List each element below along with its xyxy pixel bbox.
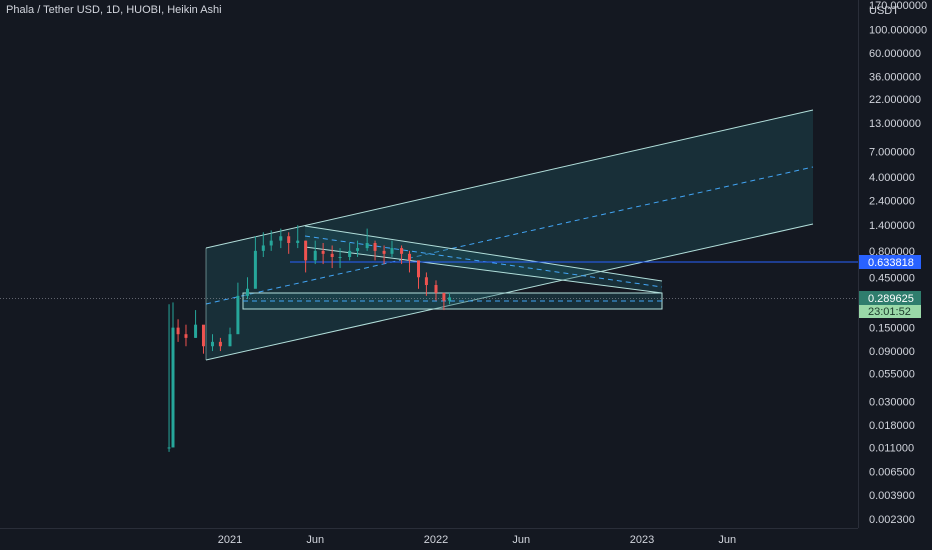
y-tick-label: 0.055000 [869,369,915,381]
descending-upper-line [304,225,663,282]
candle-body [356,248,360,251]
y-tick-label: 0.450000 [869,272,915,284]
candle-body [253,250,257,289]
current-price-label: 0.289625 [868,293,914,305]
y-tick-label: 0.011000 [869,442,914,454]
descending-channel [305,226,662,293]
candle-body [236,295,240,335]
line-price-badge [859,255,921,269]
y-tick-label: 22.000000 [869,94,921,106]
y-tick-label: 0.800000 [869,246,915,258]
current-price-badge [859,291,921,305]
y-tick-label: 0.150000 [869,323,915,335]
y-tick-label: 0.030000 [869,396,915,408]
candle-body [442,292,446,301]
candle-body [382,250,386,254]
x-tick-label: 2021 [218,534,242,546]
y-tick-label: 0.003900 [869,490,915,502]
candle-body [424,277,428,286]
y-tick-label: 2.400000 [869,195,915,207]
channel-median-line [205,166,814,305]
y-tick-label: 0.006500 [869,467,915,479]
pitchfork-channel [206,110,813,360]
candle-body [400,248,404,254]
candle-body [407,253,411,261]
candle-body [279,236,283,241]
channel-lower-line [205,223,814,361]
candle-body [348,250,352,257]
y-tick-label: 13.000000 [869,118,921,130]
candle-body [194,324,198,338]
candle-body [245,288,249,296]
candle-body [269,240,273,246]
candle-body [176,327,180,335]
candle-body [304,240,308,261]
x-tick-label: Jun [306,534,324,546]
countdown-label: 23:01:52 [868,306,911,318]
currency-label: USDT [869,5,899,17]
y-tick-label: 0.002300 [869,514,915,526]
y-tick-label: 0.090000 [869,346,915,358]
candle-body [218,341,222,347]
chart-title: Phala / Tether USD, 1D, HUOBI, Heikin As… [6,4,222,16]
candle-body [330,253,334,257]
candle-body [313,250,317,261]
candle-body [228,334,232,347]
candle-body [321,250,325,254]
y-tick-label: 100.000000 [869,24,927,36]
price-axis-panel [858,0,932,550]
candle-body [167,447,171,449]
channel-upper-line [205,109,814,249]
y-tick-label: 4.000000 [869,172,915,184]
candle-body [261,245,265,251]
candle-body [390,248,394,254]
y-tick-label: 7.000000 [869,146,915,158]
candle-body [201,324,205,347]
candle-body [434,285,438,293]
y-tick-label: 60.000000 [869,48,921,60]
candle-body [338,256,342,258]
candle-body [211,341,215,347]
candle-body [287,236,291,243]
countdown-badge [859,305,921,318]
x-tick-label: 2022 [424,534,448,546]
candle-body [448,297,452,301]
candle-body [184,334,188,338]
x-tick-label: Jun [512,534,530,546]
y-tick-label: 0.018000 [869,420,915,432]
candle-body [373,242,377,251]
descending-lower-line [304,246,663,294]
candle-body [417,260,421,278]
candle-body [171,327,175,448]
line-price-label: 0.633818 [868,257,914,269]
y-tick-label: 36.000000 [869,71,921,83]
x-tick-label: Jun [718,534,736,546]
candle-body [296,240,300,243]
y-tick-label: 170.000000 [869,0,927,12]
x-tick-label: 2023 [630,534,654,546]
y-tick-label: 1.400000 [869,220,915,232]
candle-body [365,242,369,249]
